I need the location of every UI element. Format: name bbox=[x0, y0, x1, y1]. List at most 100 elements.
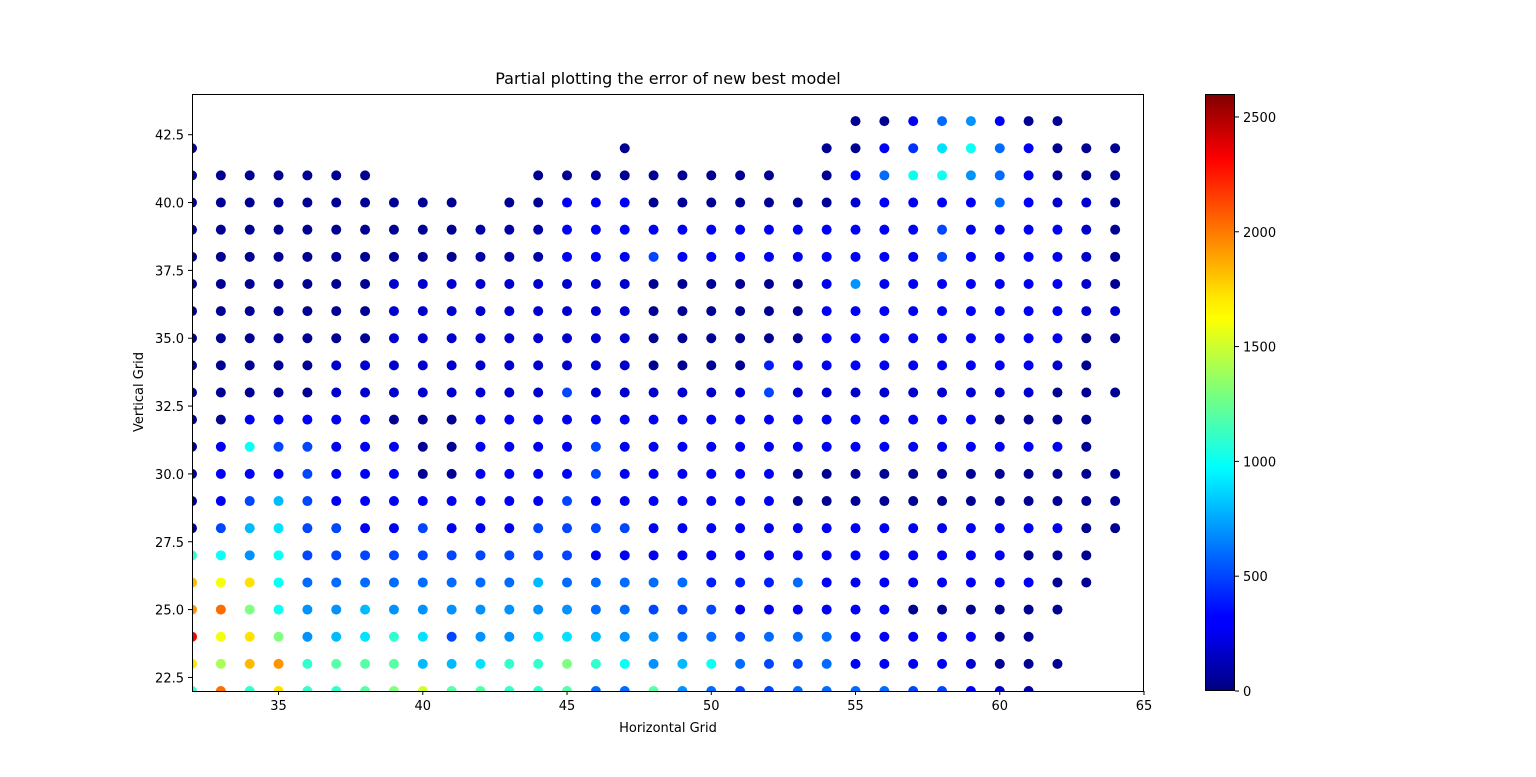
data-point bbox=[562, 360, 573, 371]
data-point bbox=[908, 333, 919, 344]
data-point bbox=[215, 550, 226, 561]
data-point bbox=[192, 360, 197, 371]
data-point bbox=[792, 604, 803, 615]
data-point bbox=[821, 197, 832, 208]
data-point bbox=[879, 306, 890, 317]
data-point bbox=[792, 333, 803, 344]
data-point bbox=[562, 631, 573, 642]
data-point bbox=[273, 224, 284, 235]
data-point bbox=[360, 441, 371, 452]
data-point bbox=[937, 143, 948, 154]
data-point bbox=[937, 686, 948, 691]
data-point bbox=[763, 278, 774, 289]
data-point bbox=[1052, 387, 1063, 398]
data-point bbox=[648, 251, 659, 262]
data-point bbox=[908, 387, 919, 398]
data-point bbox=[879, 251, 890, 262]
data-point bbox=[677, 441, 688, 452]
y-tick-label: 35.0 bbox=[155, 332, 184, 347]
data-point bbox=[215, 414, 226, 425]
data-point bbox=[1023, 251, 1034, 262]
data-point bbox=[533, 224, 544, 235]
data-point bbox=[192, 143, 197, 154]
data-point bbox=[446, 387, 457, 398]
data-point bbox=[360, 197, 371, 208]
data-point bbox=[417, 197, 428, 208]
data-point bbox=[446, 224, 457, 235]
x-tick-label: 35 bbox=[270, 699, 287, 714]
data-point bbox=[763, 414, 774, 425]
data-point bbox=[192, 170, 197, 181]
data-point bbox=[446, 333, 457, 344]
data-point bbox=[763, 197, 774, 208]
data-point bbox=[763, 604, 774, 615]
data-point bbox=[994, 550, 1005, 561]
data-point bbox=[879, 658, 890, 669]
data-point bbox=[994, 468, 1005, 479]
data-point bbox=[475, 441, 486, 452]
data-point bbox=[965, 278, 976, 289]
data-point bbox=[908, 631, 919, 642]
data-point bbox=[994, 387, 1005, 398]
x-axis-title: Horizontal Grid bbox=[619, 721, 717, 736]
data-point bbox=[850, 278, 861, 289]
data-point bbox=[1081, 441, 1092, 452]
data-point bbox=[821, 496, 832, 507]
data-point bbox=[215, 468, 226, 479]
data-point bbox=[821, 306, 832, 317]
data-point bbox=[937, 550, 948, 561]
data-point bbox=[1081, 550, 1092, 561]
data-point bbox=[533, 306, 544, 317]
data-point bbox=[562, 333, 573, 344]
data-point bbox=[619, 686, 630, 691]
data-point bbox=[763, 441, 774, 452]
data-point bbox=[302, 360, 313, 371]
data-point bbox=[850, 631, 861, 642]
data-point bbox=[994, 604, 1005, 615]
data-point bbox=[215, 360, 226, 371]
data-point bbox=[735, 197, 746, 208]
data-point bbox=[879, 550, 890, 561]
data-point bbox=[302, 306, 313, 317]
data-point bbox=[388, 251, 399, 262]
data-point bbox=[994, 360, 1005, 371]
data-point bbox=[562, 523, 573, 534]
data-point bbox=[388, 604, 399, 615]
y-tick-label: 42.5 bbox=[155, 129, 184, 144]
data-point bbox=[1023, 197, 1034, 208]
data-point bbox=[821, 523, 832, 534]
data-point bbox=[1052, 278, 1063, 289]
data-point bbox=[533, 631, 544, 642]
data-point bbox=[994, 224, 1005, 235]
data-point bbox=[763, 387, 774, 398]
data-point bbox=[965, 251, 976, 262]
data-point bbox=[562, 170, 573, 181]
data-point bbox=[648, 577, 659, 588]
data-point bbox=[792, 658, 803, 669]
data-point bbox=[763, 333, 774, 344]
data-point bbox=[735, 170, 746, 181]
data-point bbox=[763, 360, 774, 371]
data-point bbox=[677, 224, 688, 235]
data-point bbox=[273, 686, 284, 691]
data-point bbox=[360, 278, 371, 289]
data-point bbox=[533, 441, 544, 452]
data-point bbox=[192, 306, 197, 317]
data-point bbox=[850, 496, 861, 507]
data-point bbox=[302, 197, 313, 208]
data-point bbox=[417, 523, 428, 534]
data-point bbox=[273, 468, 284, 479]
data-point bbox=[446, 523, 457, 534]
data-point bbox=[192, 224, 197, 235]
y-tick-label: 25.0 bbox=[155, 604, 184, 619]
data-point bbox=[590, 224, 601, 235]
data-point bbox=[192, 441, 197, 452]
data-point bbox=[302, 333, 313, 344]
data-point bbox=[879, 116, 890, 127]
data-point bbox=[1052, 170, 1063, 181]
data-point bbox=[1023, 658, 1034, 669]
data-point bbox=[273, 523, 284, 534]
data-point bbox=[590, 631, 601, 642]
data-point bbox=[965, 604, 976, 615]
data-point bbox=[388, 658, 399, 669]
